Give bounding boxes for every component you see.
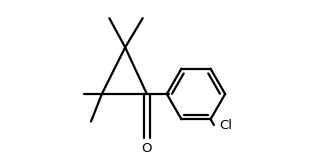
Text: O: O [142, 142, 152, 155]
Text: Cl: Cl [219, 118, 232, 132]
